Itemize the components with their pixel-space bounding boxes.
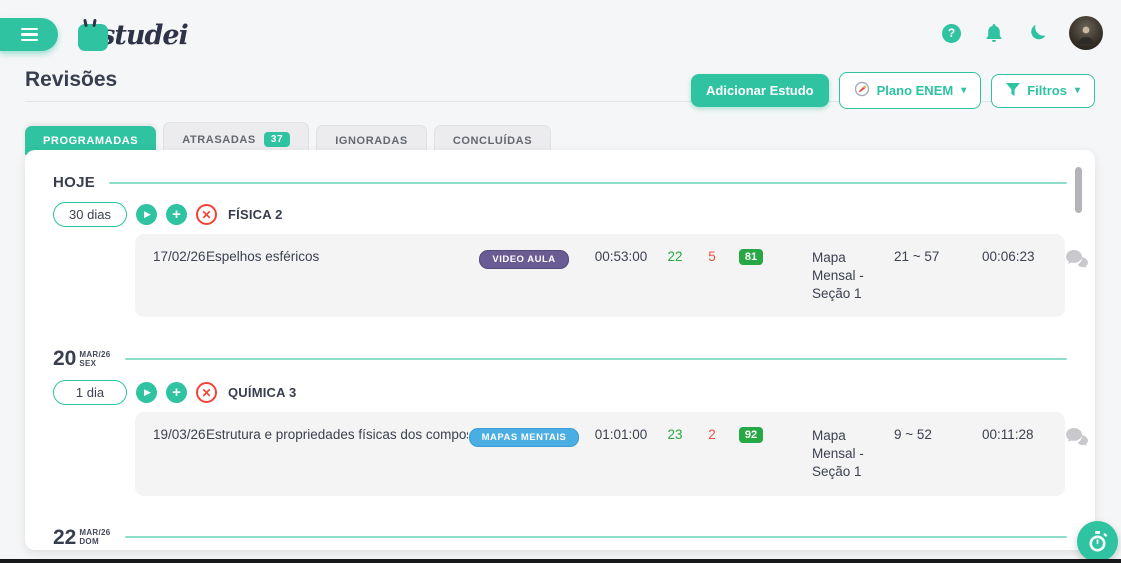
page-range: 21 ~ 57 [894,249,940,264]
chevron-down-icon: ▾ [1074,85,1080,96]
subject-label: QUÍMICA 3 [228,385,297,401]
plan-enem-label: Plano ENEM [876,83,954,98]
correct-count: 23 [667,427,683,443]
study-duration: 01:01:00 [594,427,648,443]
day-month: MAR/26 [79,349,111,359]
tab-programadas-label: PROGRAMADAS [43,135,139,147]
title-divider [25,101,1095,102]
reviews-panel: HOJE 30 dias ▶ + ✕ FÍSICA 2 17/02/26 Esp… [25,150,1095,550]
tab-ignoradas-label: IGNORADAS [335,135,408,147]
add-button[interactable]: + [166,204,187,225]
stopwatch-icon [1089,530,1108,551]
wrong-count: 2 [708,427,716,443]
section-header-hoje: HOJE [53,174,1067,191]
logo-calendar-icon [78,24,108,51]
pen-plan-icon [854,81,870,100]
page-title: Revisões [25,68,118,91]
subject-controls: 1 dia ▶ + ✕ QUÍMICA 3 [53,380,1067,406]
section-header-mar22: 22 MAR/26 DOM [53,527,1067,548]
interval-selector[interactable]: 1 dia [53,380,127,406]
review-source: Mapa Mensal - Seção 1 [812,428,864,480]
study-duration: 00:53:00 [594,249,648,264]
filters-label: Filtros [1027,83,1067,98]
tab-atrasadas-label: ATRASADAS [182,133,256,146]
comments-icon[interactable] [1066,428,1088,449]
scrollbar-thumb[interactable] [1075,167,1082,213]
interval-selector[interactable]: 30 dias [53,202,127,227]
score-badge: 92 [738,427,764,444]
subject-controls: 30 dias ▶ + ✕ FÍSICA 2 [53,202,1067,227]
app-logo[interactable]: estudei [78,17,189,53]
review-card[interactable]: 17/02/26 Espelhos esféricos VIDEO AULA 0… [135,234,1088,318]
add-study-label: Adicionar Estudo [706,83,814,98]
section-header-mar20: 20 MAR/26 SEX [53,348,1067,369]
correct-count: 22 [667,249,683,264]
subject-label: FÍSICA 2 [228,207,283,222]
elapsed-time: 00:11:28 [982,427,1034,443]
review-card[interactable]: 19/03/26 Estrutura e propriedades física… [135,412,1088,496]
review-source: Mapa Mensal - Seção 1 [812,250,864,301]
score-badge: 81 [738,249,764,265]
section-title: HOJE [53,174,96,191]
tab-concluidas-label: CONCLUÍDAS [452,135,533,147]
section-divider [109,181,1067,184]
play-button[interactable]: ▶ [136,382,157,404]
day-weekday: SEX [79,358,97,368]
comments-icon[interactable] [1066,250,1088,271]
filter-funnel-icon [1006,82,1021,99]
tab-atrasadas[interactable]: ATRASADAS 37 [163,122,310,155]
user-avatar[interactable] [1069,16,1103,50]
elapsed-time: 00:06:23 [982,249,1035,264]
atrasadas-count-badge: 37 [263,132,291,147]
add-study-button[interactable]: Adicionar Estudo [691,74,829,107]
review-date: 17/02/26 [153,249,206,264]
review-title: Estrutura e propriedades físicas dos com… [206,427,468,443]
page-range: 9 ~ 52 [894,427,932,443]
section-divider [124,536,1067,539]
window-bottom-edge [0,559,1121,563]
day-month: MAR/26 [79,528,111,538]
day-number: 20 [53,347,77,371]
review-date: 19/03/26 [153,427,206,443]
timer-fab-button[interactable] [1077,521,1118,562]
filters-dropdown[interactable]: Filtros ▾ [991,73,1095,108]
content-type-badge: MAPAS MENTAIS [468,428,580,448]
play-button[interactable]: ▶ [136,204,157,225]
chevron-down-icon: ▾ [961,85,967,96]
notifications-bell-icon[interactable] [985,23,1003,43]
dismiss-button[interactable]: ✕ [196,382,217,404]
menu-button[interactable] [0,18,58,51]
wrong-count: 5 [708,249,716,264]
content-type-badge: VIDEO AULA [479,250,569,269]
dark-mode-moon-icon[interactable] [1027,24,1045,42]
add-button[interactable]: + [166,382,187,404]
review-title: Espelhos esféricos [206,249,320,264]
day-weekday: DOM [79,537,99,547]
help-icon[interactable]: ? [942,23,961,43]
plan-enem-dropdown[interactable]: Plano ENEM ▾ [838,72,982,109]
hamburger-icon [20,27,38,42]
dismiss-button[interactable]: ✕ [196,204,217,225]
section-divider [124,357,1067,360]
day-number: 22 [53,525,77,549]
